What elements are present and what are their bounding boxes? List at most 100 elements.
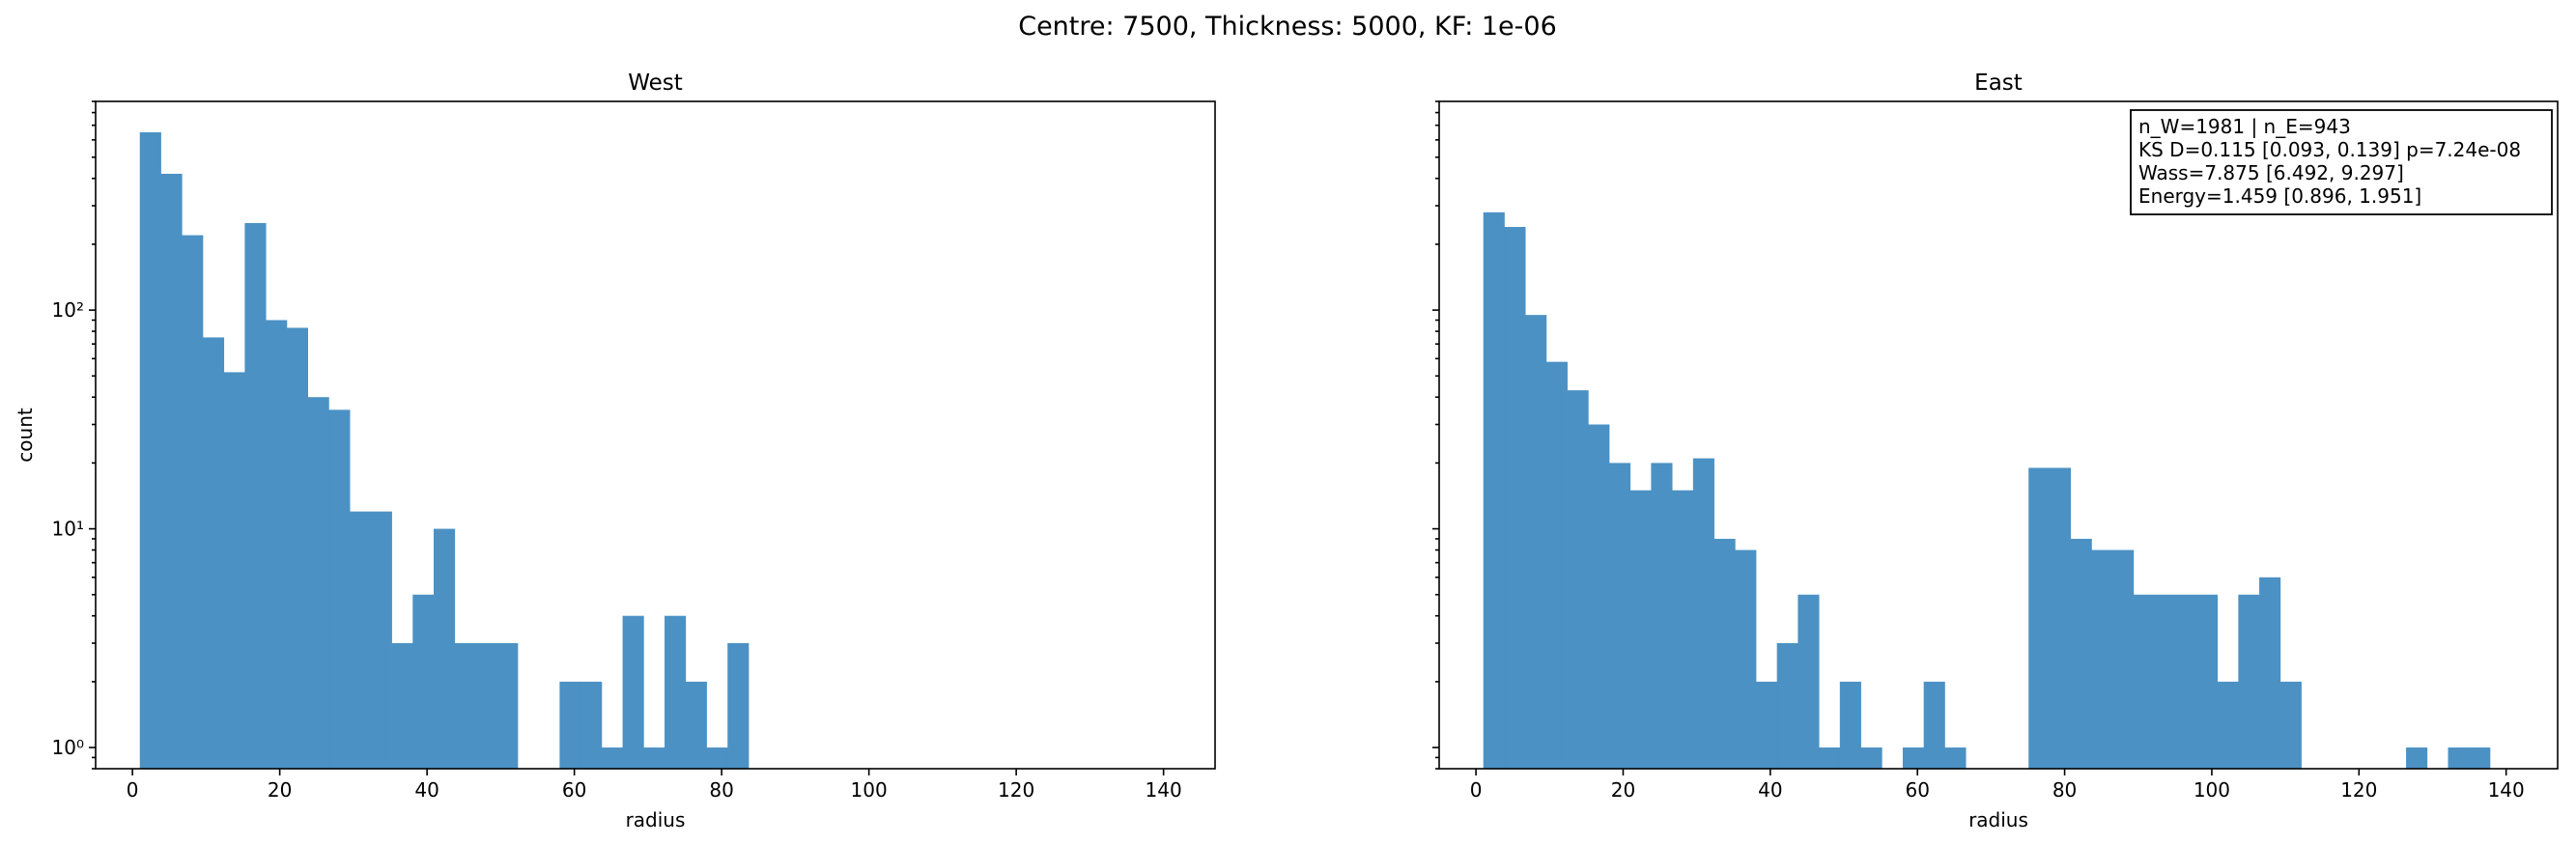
east-x-axis-label: radius (1968, 808, 2028, 831)
east-bar (2195, 594, 2219, 769)
west-bar (391, 643, 413, 769)
west-bar (370, 511, 392, 769)
east-bar (1819, 747, 1841, 769)
east-y-ticks (1432, 100, 1439, 770)
east-bar (1798, 594, 1820, 769)
west-y-axis-label: count (14, 408, 37, 463)
east-x-tick-label: 80 (2052, 778, 2077, 802)
east-bar (1651, 463, 1673, 769)
west-y-tick-label: 10² (52, 298, 84, 322)
east-bar (1776, 643, 1798, 769)
east-stats-line: Energy=1.459 [0.896, 1.951] (2138, 184, 2421, 208)
west-histogram-panel: 0 20 40 60 80 100 120 140 10⁰ 10¹ 10² West radius… (14, 70, 1216, 831)
east-bar (2238, 594, 2260, 769)
east-bar (1839, 681, 1861, 769)
east-bar (2091, 549, 2113, 769)
west-x-tick-label: 60 (562, 778, 586, 802)
east-bar (1608, 463, 1631, 769)
east-x-tick-label: 0 (1470, 778, 1483, 802)
west-bar (643, 747, 665, 769)
west-y-tick-label: 10¹ (52, 518, 84, 541)
east-bar (1923, 681, 1945, 769)
west-bar (496, 643, 519, 769)
east-bar (1672, 490, 1694, 769)
west-y-tick-label: 10⁰ (52, 736, 84, 759)
west-x-tick-label: 80 (709, 778, 733, 802)
west-x-tick-label: 120 (998, 778, 1034, 802)
east-bar (1944, 747, 1967, 769)
west-x-ticks: 0 20 40 60 80 100 120 140 (127, 769, 1182, 802)
east-bar (1629, 490, 1652, 769)
east-x-ticks: 0 20 40 60 80 100 120 140 (1470, 769, 2525, 802)
west-axes-title: West (628, 70, 683, 96)
west-bar (412, 594, 435, 769)
east-bar (1755, 681, 1778, 769)
east-axes-frame (1438, 100, 2559, 770)
west-bar (475, 643, 497, 769)
west-bar (307, 397, 329, 769)
east-bar (1567, 390, 1589, 769)
east-bar (2133, 594, 2155, 769)
west-bar (580, 681, 603, 769)
west-bar (433, 528, 456, 769)
west-bar (454, 643, 476, 769)
east-bar (2028, 467, 2051, 769)
west-bar (727, 643, 750, 769)
east-stats-line: n_W=1981 | n_E=943 (2138, 115, 2351, 138)
east-bar (1860, 747, 1882, 769)
west-bar (706, 747, 728, 769)
west-bar (223, 372, 245, 769)
east-bar (2448, 747, 2470, 769)
east-histogram-panel: 0 20 40 60 80 100 120 140 East radius n_W=1981 … (1432, 70, 2559, 831)
east-bar (1504, 227, 1526, 769)
east-bar (1483, 211, 1505, 770)
west-x-axis-label: radius (626, 808, 686, 831)
east-bar (2217, 681, 2239, 769)
west-bar (328, 409, 351, 769)
east-bar (1692, 458, 1714, 769)
east-stats-box (2130, 109, 2553, 215)
east-x-tick-label: 60 (1905, 778, 1929, 802)
west-bar (665, 615, 687, 769)
east-bar (1525, 315, 1547, 769)
west-bar (622, 615, 644, 769)
figure-suptitle: Centre: 7500, Thickness: 5000, KF: 1e-06 (1018, 12, 1557, 42)
east-bar (1588, 424, 1610, 769)
east-x-tick-label: 100 (2194, 778, 2230, 802)
west-x-tick-label: 40 (414, 778, 439, 802)
east-bar (2070, 538, 2092, 769)
east-bar (1735, 549, 1757, 769)
west-bar (202, 337, 225, 769)
west-bar (182, 235, 204, 769)
east-bar (2259, 577, 2281, 769)
east-bar (2469, 747, 2491, 769)
west-axes-frame (95, 100, 1216, 770)
east-stats-line: Wass=7.875 [6.492, 9.297] (2138, 161, 2404, 184)
west-bar (559, 681, 581, 769)
east-x-tick-label: 120 (2340, 778, 2377, 802)
west-x-tick-label: 100 (851, 778, 888, 802)
east-bar (2049, 467, 2072, 769)
west-bar (685, 681, 707, 769)
east-x-tick-label: 40 (1758, 778, 1782, 802)
west-bar (266, 320, 288, 769)
east-axes-title: East (1974, 70, 2023, 96)
west-y-ticks: 10⁰ 10¹ 10² (52, 100, 96, 770)
west-bar (244, 222, 267, 770)
east-bar (1545, 361, 1568, 769)
east-stats-annotation: n_W=1981 | n_E=943 KS D=0.115 [0.093, 0.… (2130, 109, 2553, 215)
east-stats-line: KS D=0.115 [0.093, 0.139] p=7.24e-08 (2138, 138, 2521, 161)
east-bar (1902, 747, 1925, 769)
west-bar (350, 511, 372, 769)
west-x-tick-label: 140 (1146, 778, 1182, 802)
west-x-tick-label: 0 (127, 778, 139, 802)
east-bar (2406, 747, 2428, 769)
east-bars (1483, 211, 2491, 770)
west-bar (160, 173, 183, 769)
west-bar (139, 132, 161, 769)
east-bar (2112, 549, 2135, 769)
west-bar (286, 327, 308, 769)
west-bars (139, 132, 750, 770)
east-x-tick-label: 20 (1611, 778, 1635, 802)
